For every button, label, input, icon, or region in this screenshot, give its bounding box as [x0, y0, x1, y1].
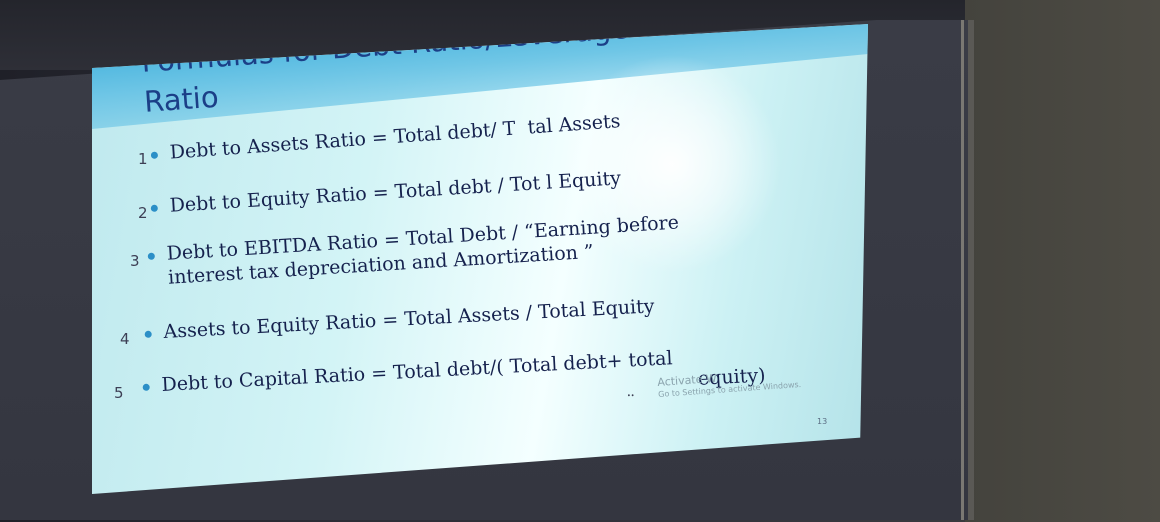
formula-item-3: Debt to EBITDA Ratio = Total Debt / “Ear…	[147, 211, 681, 291]
formula-item-4: Assets to Equity Ratio = Total Assets / …	[144, 294, 655, 345]
formula-text-4: Assets to Equity Ratio = Total Assets / …	[163, 295, 655, 343]
handwritten-number-5: 5	[114, 384, 124, 402]
handwritten-number-4: 4	[120, 330, 130, 348]
bullet-icon	[150, 204, 158, 212]
handwritten-number-2: 2	[138, 204, 148, 222]
projector-glare	[562, 54, 782, 274]
formula-item-1: Debt to Assets Ratio = Total debt/ T tal…	[150, 109, 621, 166]
right-wall	[965, 0, 1160, 522]
slide-number: 13	[817, 417, 828, 426]
pen-scribble-icon: ⸱⸱	[627, 388, 635, 404]
formula-item-2: Debt to Equity Ratio = Total debt / Tot …	[150, 166, 622, 219]
formula-text-1: Debt to Assets Ratio = Total debt/ T tal…	[169, 110, 622, 164]
bullet-icon	[150, 150, 159, 159]
bullet-icon	[144, 330, 152, 338]
handwritten-number-3: 3	[130, 252, 140, 270]
projected-slide: Formulas for Debt Ratio/Leverage Ratio 1…	[92, 24, 868, 494]
bullet-icon	[147, 252, 155, 260]
formula-text-2: Debt to Equity Ratio = Total debt / Tot …	[169, 167, 622, 217]
bullet-icon	[142, 383, 150, 391]
handwritten-number-1: 1	[138, 150, 148, 168]
